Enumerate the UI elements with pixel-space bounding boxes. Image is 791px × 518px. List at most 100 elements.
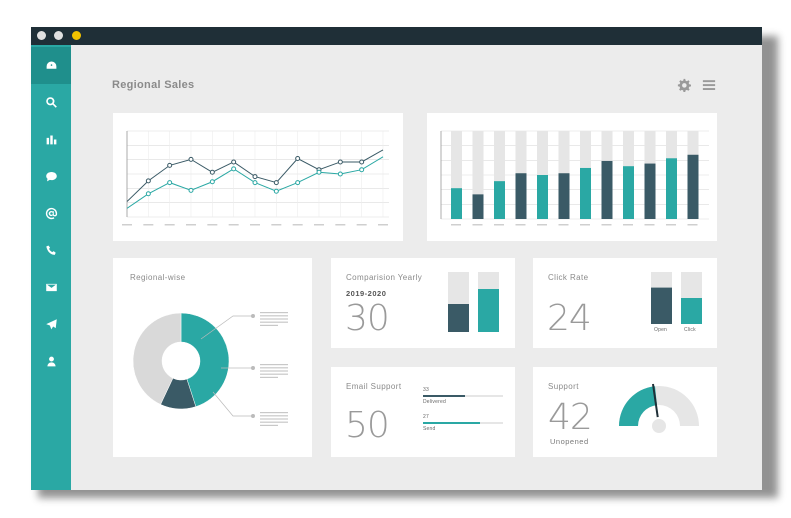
send-bar <box>423 422 480 424</box>
regional-wise-card: Regional-wise <box>113 258 312 457</box>
line-chart-tick-label <box>356 224 367 226</box>
regional-wise-label: Regional-wise <box>130 273 186 282</box>
bar <box>451 188 462 219</box>
line-chart-tick-label <box>335 224 346 226</box>
support-gauge <box>619 383 699 435</box>
sidebar-item-search[interactable] <box>31 84 71 121</box>
email-support-card: Email Support 50 33 Delivered 27 Send <box>331 367 515 457</box>
email-support-value: 50 <box>345 405 390 446</box>
donut-leader-line <box>212 391 253 417</box>
line-chart-tick-label <box>207 224 218 226</box>
window-maximize-button[interactable] <box>72 31 81 40</box>
donut-legend-text <box>260 312 288 314</box>
donut-legend-text <box>260 373 288 375</box>
page-title: Regional Sales <box>112 79 195 91</box>
donut-legend-text <box>260 364 288 366</box>
comparison-bars <box>448 272 499 332</box>
donut-legend-text <box>260 321 288 323</box>
line-series-1-point <box>188 156 194 162</box>
line-chart-tick-label <box>122 224 132 226</box>
donut-leader-dot <box>251 314 255 318</box>
window-minimize-button[interactable] <box>54 31 63 40</box>
line-series-2-point <box>273 188 279 194</box>
delivered-bar <box>423 395 465 397</box>
line-series-1-point <box>167 162 173 168</box>
line-chart-tick-label <box>378 224 388 226</box>
donut-leader-dot <box>251 366 255 370</box>
app-window: Regional Sales Regional-wise Comparision… <box>31 27 762 490</box>
bar <box>494 181 505 219</box>
donut-chart <box>132 312 288 426</box>
dashboard-icon <box>46 61 56 69</box>
bar <box>472 194 484 219</box>
delivered-count: 33 <box>423 387 429 393</box>
bar-chart-tick-label <box>515 224 526 226</box>
line-series-2-point <box>231 166 237 172</box>
bar-chart-tick-label <box>494 224 504 226</box>
gauge-pivot <box>650 417 668 435</box>
comparison-value: 30 <box>345 298 390 339</box>
sidebar-item-messages[interactable] <box>31 158 71 195</box>
donut-legend-text <box>260 421 288 423</box>
line-series-2-point <box>295 180 301 186</box>
bar <box>644 163 656 219</box>
bar-chart-icon <box>46 135 56 145</box>
line-series-2-point <box>316 169 322 175</box>
line-series-1-point <box>295 156 301 162</box>
sidebar-item-send[interactable] <box>31 306 71 343</box>
line-series-2-point <box>167 180 173 186</box>
bar <box>515 173 527 219</box>
bar-chart-tick-label <box>601 224 612 226</box>
support-value: 42 <box>548 397 593 438</box>
sidebar-item-dashboard[interactable] <box>31 47 71 84</box>
donut-legend-text <box>260 412 288 414</box>
line-series-2-point <box>188 187 194 193</box>
comparison-bar-1 <box>448 304 469 332</box>
send-count: 27 <box>423 414 429 420</box>
line-chart-tick-label <box>164 224 175 226</box>
click-label: Click <box>684 327 696 333</box>
bar-track <box>494 131 505 219</box>
line-chart-tick-label <box>271 224 282 226</box>
sidebar-item-mentions[interactable] <box>31 195 71 232</box>
line-series-1-point <box>337 159 343 165</box>
bar <box>580 167 591 219</box>
bar-track <box>451 131 462 219</box>
sidebar-item-profile[interactable] <box>31 343 71 380</box>
gear-icon[interactable] <box>677 78 691 92</box>
bar-chart-tick-label <box>666 224 676 226</box>
line-series-1-point <box>231 159 237 165</box>
bar-chart-tick-label <box>537 224 547 226</box>
donut-legend-text <box>260 324 278 326</box>
bar <box>687 154 699 219</box>
bar <box>601 160 613 219</box>
line-series-1-point <box>252 174 258 180</box>
click-rate-value: 24 <box>547 298 592 339</box>
comparison-label: Comparision Yearly <box>346 273 423 282</box>
window-close-button[interactable] <box>37 31 46 40</box>
bar-chart-tick-label <box>558 224 569 226</box>
open-label: Open <box>654 327 668 333</box>
comparison-yearly-card: Comparision Yearly 2019-2020 30 <box>331 258 515 348</box>
donut-legend-text <box>260 367 288 369</box>
comparison-bar-2 <box>478 289 499 332</box>
bar-chart-tick-label <box>644 224 655 226</box>
gauge-fill <box>619 386 657 426</box>
comparison-period: 2019-2020 <box>346 289 387 298</box>
sidebar-item-charts[interactable] <box>31 121 71 158</box>
sidebar-item-calls[interactable] <box>31 232 71 269</box>
donut-leader-line <box>200 315 253 340</box>
sidebar-item-mail[interactable] <box>31 269 71 306</box>
line-series-2-point <box>337 171 343 177</box>
click-rate-card: Click Rate 24 Open Click <box>533 258 717 348</box>
support-status: Unopened <box>550 437 589 446</box>
line-chart <box>122 130 389 226</box>
bar-chart-tick-label <box>687 224 698 226</box>
click-rate-chart <box>651 272 702 324</box>
click-bar <box>651 287 672 324</box>
bar-chart-card <box>427 113 717 241</box>
search-icon <box>45 97 57 108</box>
send-label: Send <box>423 426 436 432</box>
line-series-1-point <box>209 169 215 175</box>
hamburger-menu-icon[interactable] <box>702 78 716 92</box>
